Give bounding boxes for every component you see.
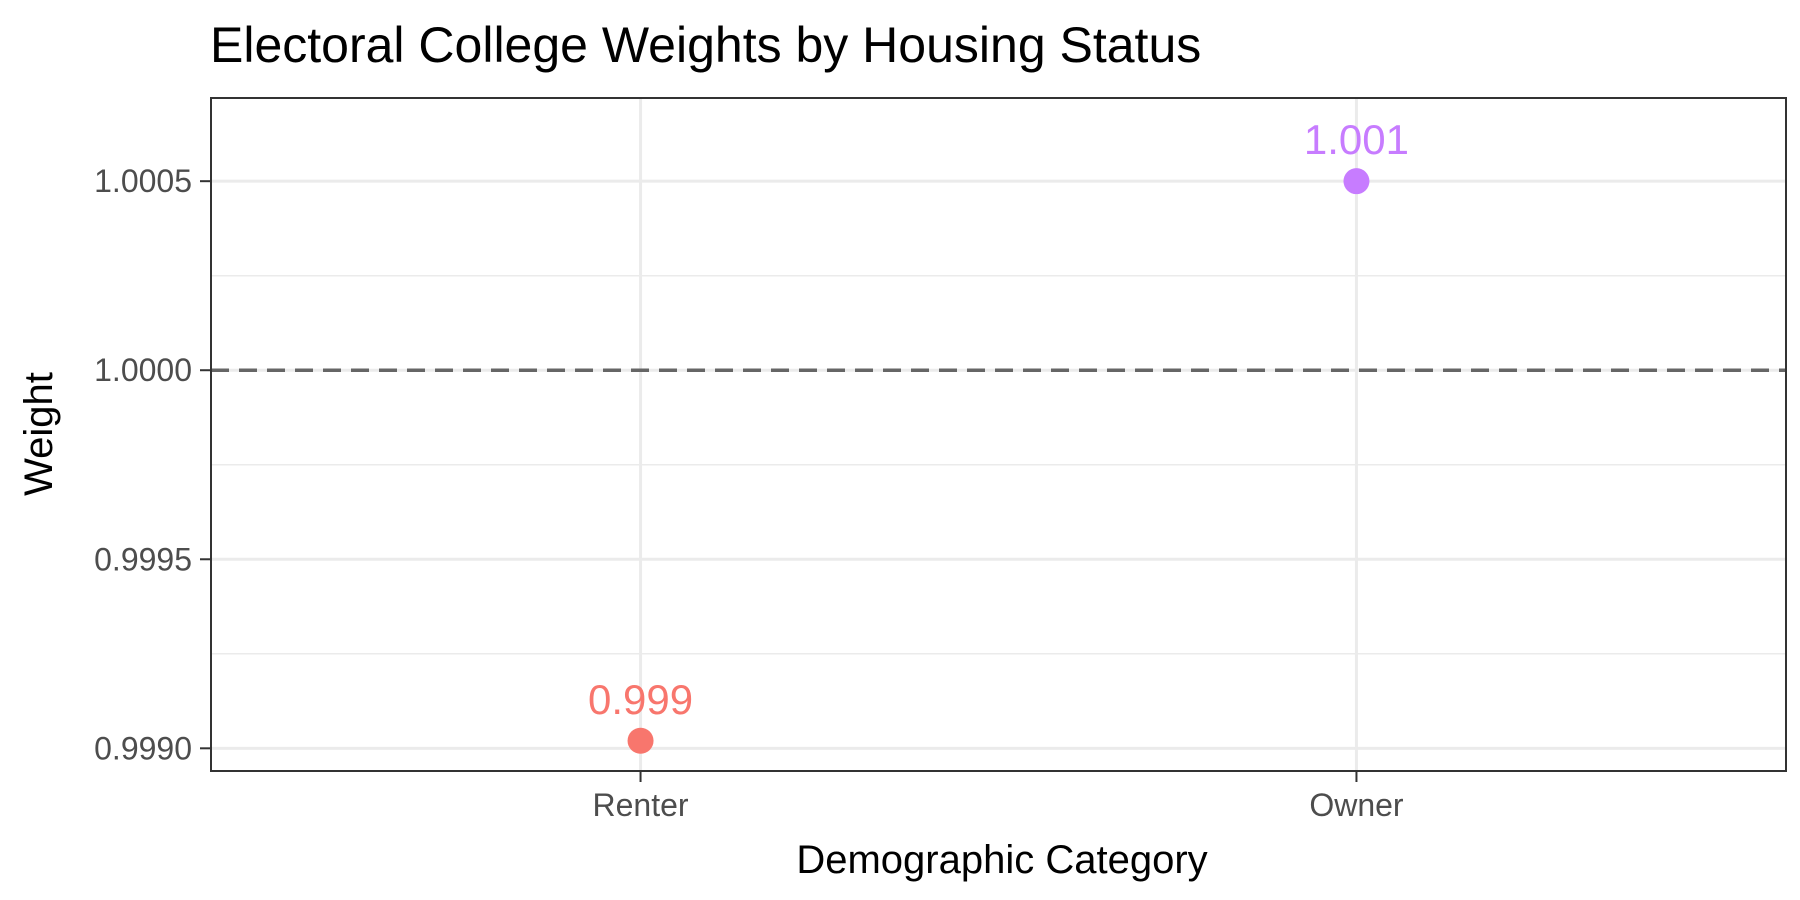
y-tick-label: 1.0000 (94, 352, 192, 388)
x-tick-label: Owner (1309, 787, 1404, 823)
y-tick-label: 0.9995 (94, 541, 192, 577)
data-point-renter (627, 727, 654, 754)
data-label-renter: 0.999 (588, 676, 693, 723)
y-axis: 0.9990 0.9995 1.0000 1.0005 (94, 163, 211, 766)
y-tick-label: 1.0005 (94, 163, 192, 199)
data-points: 0.999 1.001 (588, 116, 1409, 754)
x-tick-label: Renter (593, 787, 689, 823)
x-axis-title: Demographic Category (796, 838, 1207, 882)
plot-panel-border (210, 97, 1787, 772)
x-axis: Renter Owner (593, 771, 1404, 823)
y-axis-title: Weight (17, 372, 61, 496)
data-label-owner: 1.001 (1304, 116, 1409, 163)
chart-title: Electoral College Weights by Housing Sta… (210, 17, 1201, 73)
data-point-owner (1343, 168, 1370, 195)
y-tick-label: 0.9990 (94, 730, 192, 766)
